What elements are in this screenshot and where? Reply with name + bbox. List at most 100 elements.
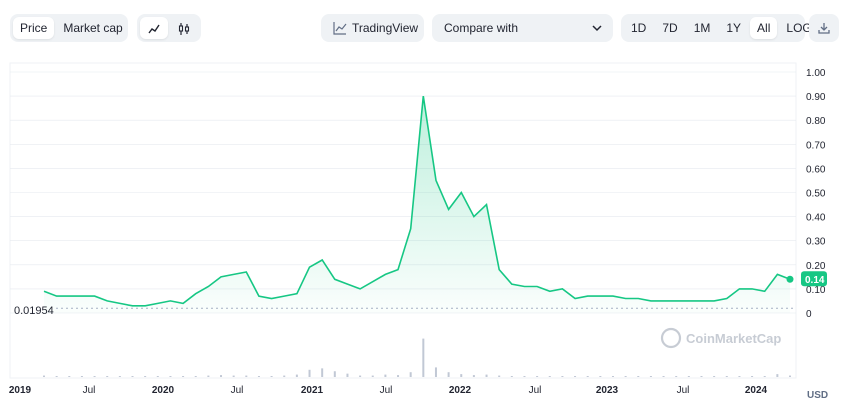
x-tick-label: Jul: [380, 385, 393, 396]
volume-bar: [687, 376, 690, 377]
volume-bar: [270, 376, 273, 377]
range-button-1y[interactable]: 1Y: [726, 21, 742, 35]
volume-bar: [422, 338, 425, 377]
x-tick-label: Jul: [83, 385, 96, 396]
range-button-log[interactable]: LOG: [786, 21, 812, 35]
y-axis-ticks: 1.00 0.90 0.80 0.70 0.60 0.50 0.40 0.30 0.20 0.10…: [806, 68, 826, 320]
coinmarketcap-watermark: CoinMarketCap: [660, 327, 781, 349]
volume-bar: [751, 376, 754, 377]
volume-bar: [80, 376, 83, 377]
y-tick-label: 0.70: [806, 140, 826, 151]
volume-bar: [738, 376, 741, 377]
currency-label: USD: [807, 390, 828, 401]
candlestick-icon: [178, 22, 190, 35]
compare-with-dropdown[interactable]: Compare with: [432, 14, 613, 42]
line-chart-icon: [148, 24, 160, 34]
x-tick-label: 2020: [152, 385, 175, 396]
y-tick-label: 0.50: [806, 189, 826, 200]
volume-bar: [182, 376, 185, 377]
volume-bar: [561, 376, 564, 377]
volume-bar: [194, 376, 197, 377]
volume-bar: [789, 375, 791, 377]
volume-bar: [675, 376, 678, 377]
range-button-7d[interactable]: 7D: [662, 21, 678, 35]
chevron-down-icon: [592, 25, 602, 32]
volume-bar: [498, 375, 501, 377]
x-tick-label: Jul: [529, 385, 542, 396]
price-area: [44, 96, 790, 313]
volume-bar: [776, 374, 779, 377]
candlestick-button[interactable]: [170, 17, 198, 39]
volume-bar: [106, 376, 109, 377]
x-tick-label: Jul: [677, 385, 690, 396]
volume-bar: [93, 376, 96, 377]
coinmarketcap-logo-icon: [660, 327, 682, 349]
volume-bar: [118, 376, 121, 377]
volume-bar: [713, 376, 716, 377]
tradingview-button[interactable]: TradingView: [321, 14, 424, 42]
volume-bar: [649, 376, 652, 377]
range-button-1m[interactable]: 1M: [693, 21, 711, 35]
volume-bar: [662, 376, 665, 377]
volume-bar: [43, 375, 45, 377]
x-tick-label: 2023: [596, 385, 619, 396]
price-line: [43, 95, 791, 307]
volume-bar: [637, 376, 640, 377]
volume-bar: [232, 375, 235, 377]
volume-bar: [460, 374, 463, 377]
x-tick-label: 2019: [9, 385, 32, 396]
volume-bar: [371, 375, 374, 377]
volume-bar: [523, 376, 526, 377]
volume-bar: [624, 376, 627, 377]
compare-with-label: Compare with: [444, 21, 519, 35]
volume-bar: [321, 368, 324, 377]
volume-bar: [144, 376, 147, 377]
y-tick-label: 0.20: [806, 261, 826, 272]
y-tick-label: 0.60: [806, 164, 826, 175]
volume-bars: [43, 338, 791, 377]
volume-bar: [55, 376, 58, 377]
volume-bar: [536, 376, 539, 377]
x-tick-label: Jul: [231, 385, 244, 396]
price-marketcap-toggle: Price Market cap: [10, 14, 128, 42]
volume-bar: [700, 376, 703, 377]
volume-bar: [333, 371, 336, 377]
volume-bar: [611, 376, 614, 377]
volume-bar: [574, 376, 577, 377]
x-axis-ticks: 2019 Jul 2020 Jul 2021 Jul 2022 Jul 2023 Jul 2024: [9, 385, 768, 396]
tradingview-label: TradingView: [352, 21, 419, 35]
volume-bar: [131, 376, 134, 377]
volume-bar: [472, 375, 475, 377]
chart-type-toggle: [137, 14, 201, 42]
x-tick-label: 2024: [745, 385, 768, 396]
volume-bar: [169, 376, 172, 377]
volume-bar: [510, 376, 513, 377]
volume-bar: [548, 376, 551, 377]
min-price-label: 0.01954: [14, 305, 54, 317]
tab-price[interactable]: Price: [13, 17, 55, 39]
x-tick-label: 2021: [301, 385, 324, 396]
watermark-text: CoinMarketCap: [686, 331, 781, 346]
line-chart-button[interactable]: [140, 17, 168, 39]
price-chart[interactable]: 0.01954 1.00 0.90 0.80 0.70 0.60 0.50 0.40 0.30…: [0, 56, 850, 414]
volume-bar: [68, 376, 71, 377]
volume-bar: [586, 376, 589, 377]
tab-market-cap[interactable]: Market cap: [63, 21, 123, 35]
chart-frame: [9, 62, 797, 379]
y-gridlines: [10, 71, 796, 314]
y-tick-label: 0.30: [806, 237, 826, 248]
volume-bar: [485, 374, 488, 377]
y-tick-label: 0: [806, 309, 812, 320]
volume-bar: [725, 376, 728, 377]
tradingview-icon: [333, 21, 347, 35]
download-button[interactable]: [809, 14, 839, 42]
y-tick-label: 0.90: [806, 92, 826, 103]
time-range-selector: 1D 7D 1M 1Y All LOG: [621, 14, 812, 42]
volume-bar: [346, 373, 349, 377]
range-button-1d[interactable]: 1D: [631, 21, 647, 35]
current-price-dot: [786, 275, 794, 283]
range-button-all[interactable]: All: [750, 17, 778, 39]
volume-bar: [156, 376, 159, 377]
volume-bar: [220, 375, 223, 377]
volume-bar: [283, 375, 286, 377]
